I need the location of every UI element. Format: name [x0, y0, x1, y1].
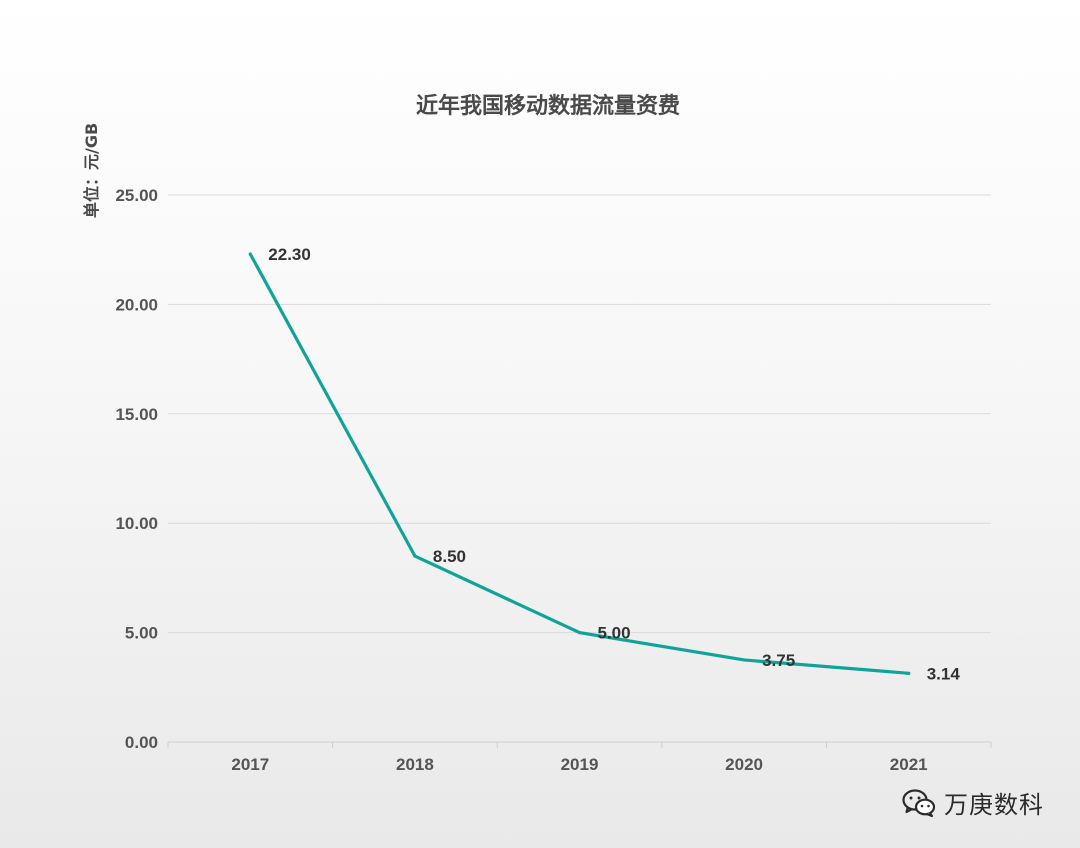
data-point	[907, 671, 911, 675]
y-tick-label: 10.00	[115, 514, 158, 533]
data-labels: 22.30 8.50 5.00 3.75 3.14	[268, 245, 960, 683]
data-point	[742, 658, 746, 662]
y-tick-label: 25.00	[115, 186, 158, 205]
y-tick-labels: 0.00 5.00 10.00 15.00 20.00 25.00	[115, 186, 158, 752]
watermark: 万庚数科	[902, 785, 1044, 820]
series-line	[248, 252, 911, 675]
data-label: 5.00	[598, 624, 631, 643]
data-point	[413, 554, 417, 558]
series-line-group	[248, 252, 911, 675]
y-axis-label: 单位：元/GB	[82, 123, 101, 218]
gridlines	[167, 194, 992, 748]
y-tick-label: 15.00	[115, 405, 158, 424]
y-tick-label: 20.00	[115, 295, 158, 314]
data-point	[577, 631, 582, 635]
x-tick-labels: 2017 2018 2019 2020 2021	[231, 755, 927, 774]
x-tick-label: 2020	[725, 755, 763, 774]
data-point	[248, 252, 252, 256]
watermark-text: 万庚数科	[944, 791, 1044, 819]
wechat-icon	[902, 788, 936, 817]
y-tick-label: 5.00	[125, 624, 158, 643]
x-tick-label: 2021	[890, 755, 928, 774]
x-tick-label: 2018	[396, 755, 434, 774]
data-label: 3.14	[927, 664, 961, 683]
data-label: 3.75	[762, 651, 795, 670]
chart-title: 近年我国移动数据流量资费	[416, 93, 680, 119]
y-tick-label: 0.00	[125, 733, 158, 752]
data-label: 8.50	[433, 547, 466, 566]
x-tick-label: 2017	[231, 755, 269, 774]
x-tick-label: 2019	[561, 755, 599, 774]
data-label: 22.30	[268, 245, 311, 264]
